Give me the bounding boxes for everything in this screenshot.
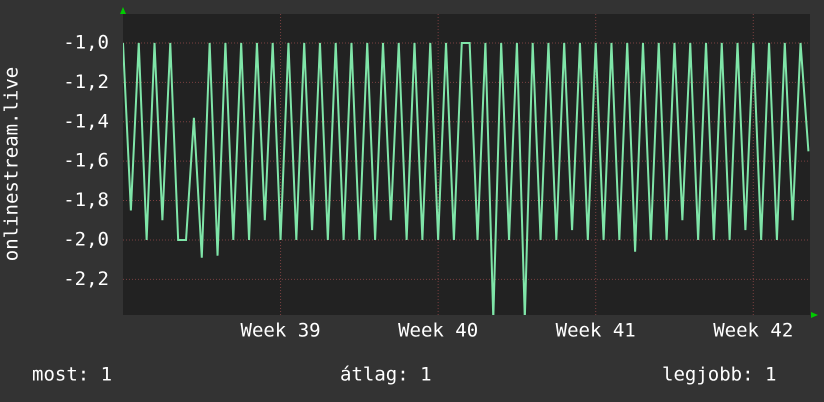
data-line xyxy=(123,41,810,315)
y-tick-label: -2,0 xyxy=(63,228,109,250)
x-tick-label: Week 41 xyxy=(556,320,636,342)
y-tick-label: -1,4 xyxy=(63,110,109,132)
x-tick-label: Week 40 xyxy=(398,320,478,342)
y-tick-label: -1,6 xyxy=(63,150,109,172)
y-axis-label: onlinestream.live xyxy=(1,67,23,261)
footer-stat: átlag: 1 xyxy=(340,364,432,386)
x-tick-label: Week 42 xyxy=(713,320,793,342)
footer-stat: legjobb: 1 xyxy=(662,364,776,386)
footer-stat: most: 1 xyxy=(32,364,112,386)
y-tick-label: -1,0 xyxy=(63,31,109,53)
y-tick-label: -1,8 xyxy=(63,189,109,211)
x-tick-label: Week 39 xyxy=(241,320,321,342)
y-tick-label: -2,2 xyxy=(63,268,109,290)
y-tick-label: -1,2 xyxy=(63,71,109,93)
axis-arrow xyxy=(811,312,818,318)
axis-arrow xyxy=(120,7,126,14)
